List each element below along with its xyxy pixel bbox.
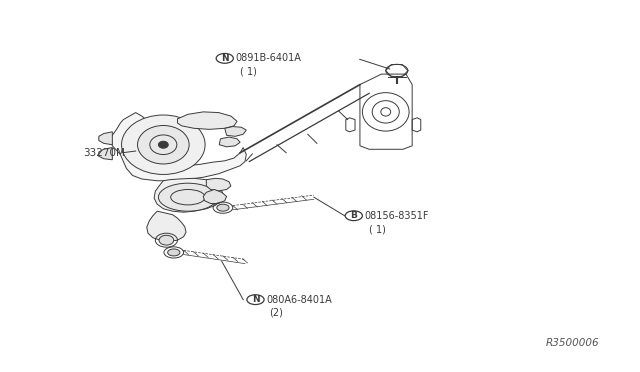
Text: (2): (2)	[269, 308, 283, 318]
Text: 0891B-6401A: 0891B-6401A	[236, 53, 301, 63]
Ellipse shape	[122, 115, 205, 174]
Ellipse shape	[138, 125, 189, 164]
Ellipse shape	[168, 249, 180, 256]
Circle shape	[247, 295, 264, 305]
Polygon shape	[220, 137, 240, 147]
Ellipse shape	[159, 183, 218, 211]
Ellipse shape	[217, 204, 229, 211]
Text: R3500006: R3500006	[546, 337, 600, 347]
Text: B: B	[350, 211, 357, 220]
Text: N: N	[252, 295, 259, 304]
Polygon shape	[154, 178, 223, 212]
Polygon shape	[111, 113, 246, 181]
Polygon shape	[204, 189, 227, 203]
Circle shape	[345, 211, 362, 221]
Polygon shape	[99, 148, 113, 160]
Text: ( 1): ( 1)	[369, 224, 386, 234]
Text: ( 1): ( 1)	[240, 67, 257, 77]
Polygon shape	[225, 126, 246, 137]
Text: 080A6-8401A: 080A6-8401A	[266, 295, 332, 305]
Text: N: N	[221, 54, 228, 63]
Polygon shape	[206, 178, 231, 191]
Text: 33270M: 33270M	[83, 148, 125, 158]
Ellipse shape	[159, 141, 168, 148]
Polygon shape	[147, 211, 186, 241]
Polygon shape	[177, 112, 237, 129]
Polygon shape	[99, 132, 113, 145]
Ellipse shape	[159, 235, 174, 245]
Circle shape	[216, 54, 234, 63]
Text: 08156-8351F: 08156-8351F	[365, 211, 429, 221]
